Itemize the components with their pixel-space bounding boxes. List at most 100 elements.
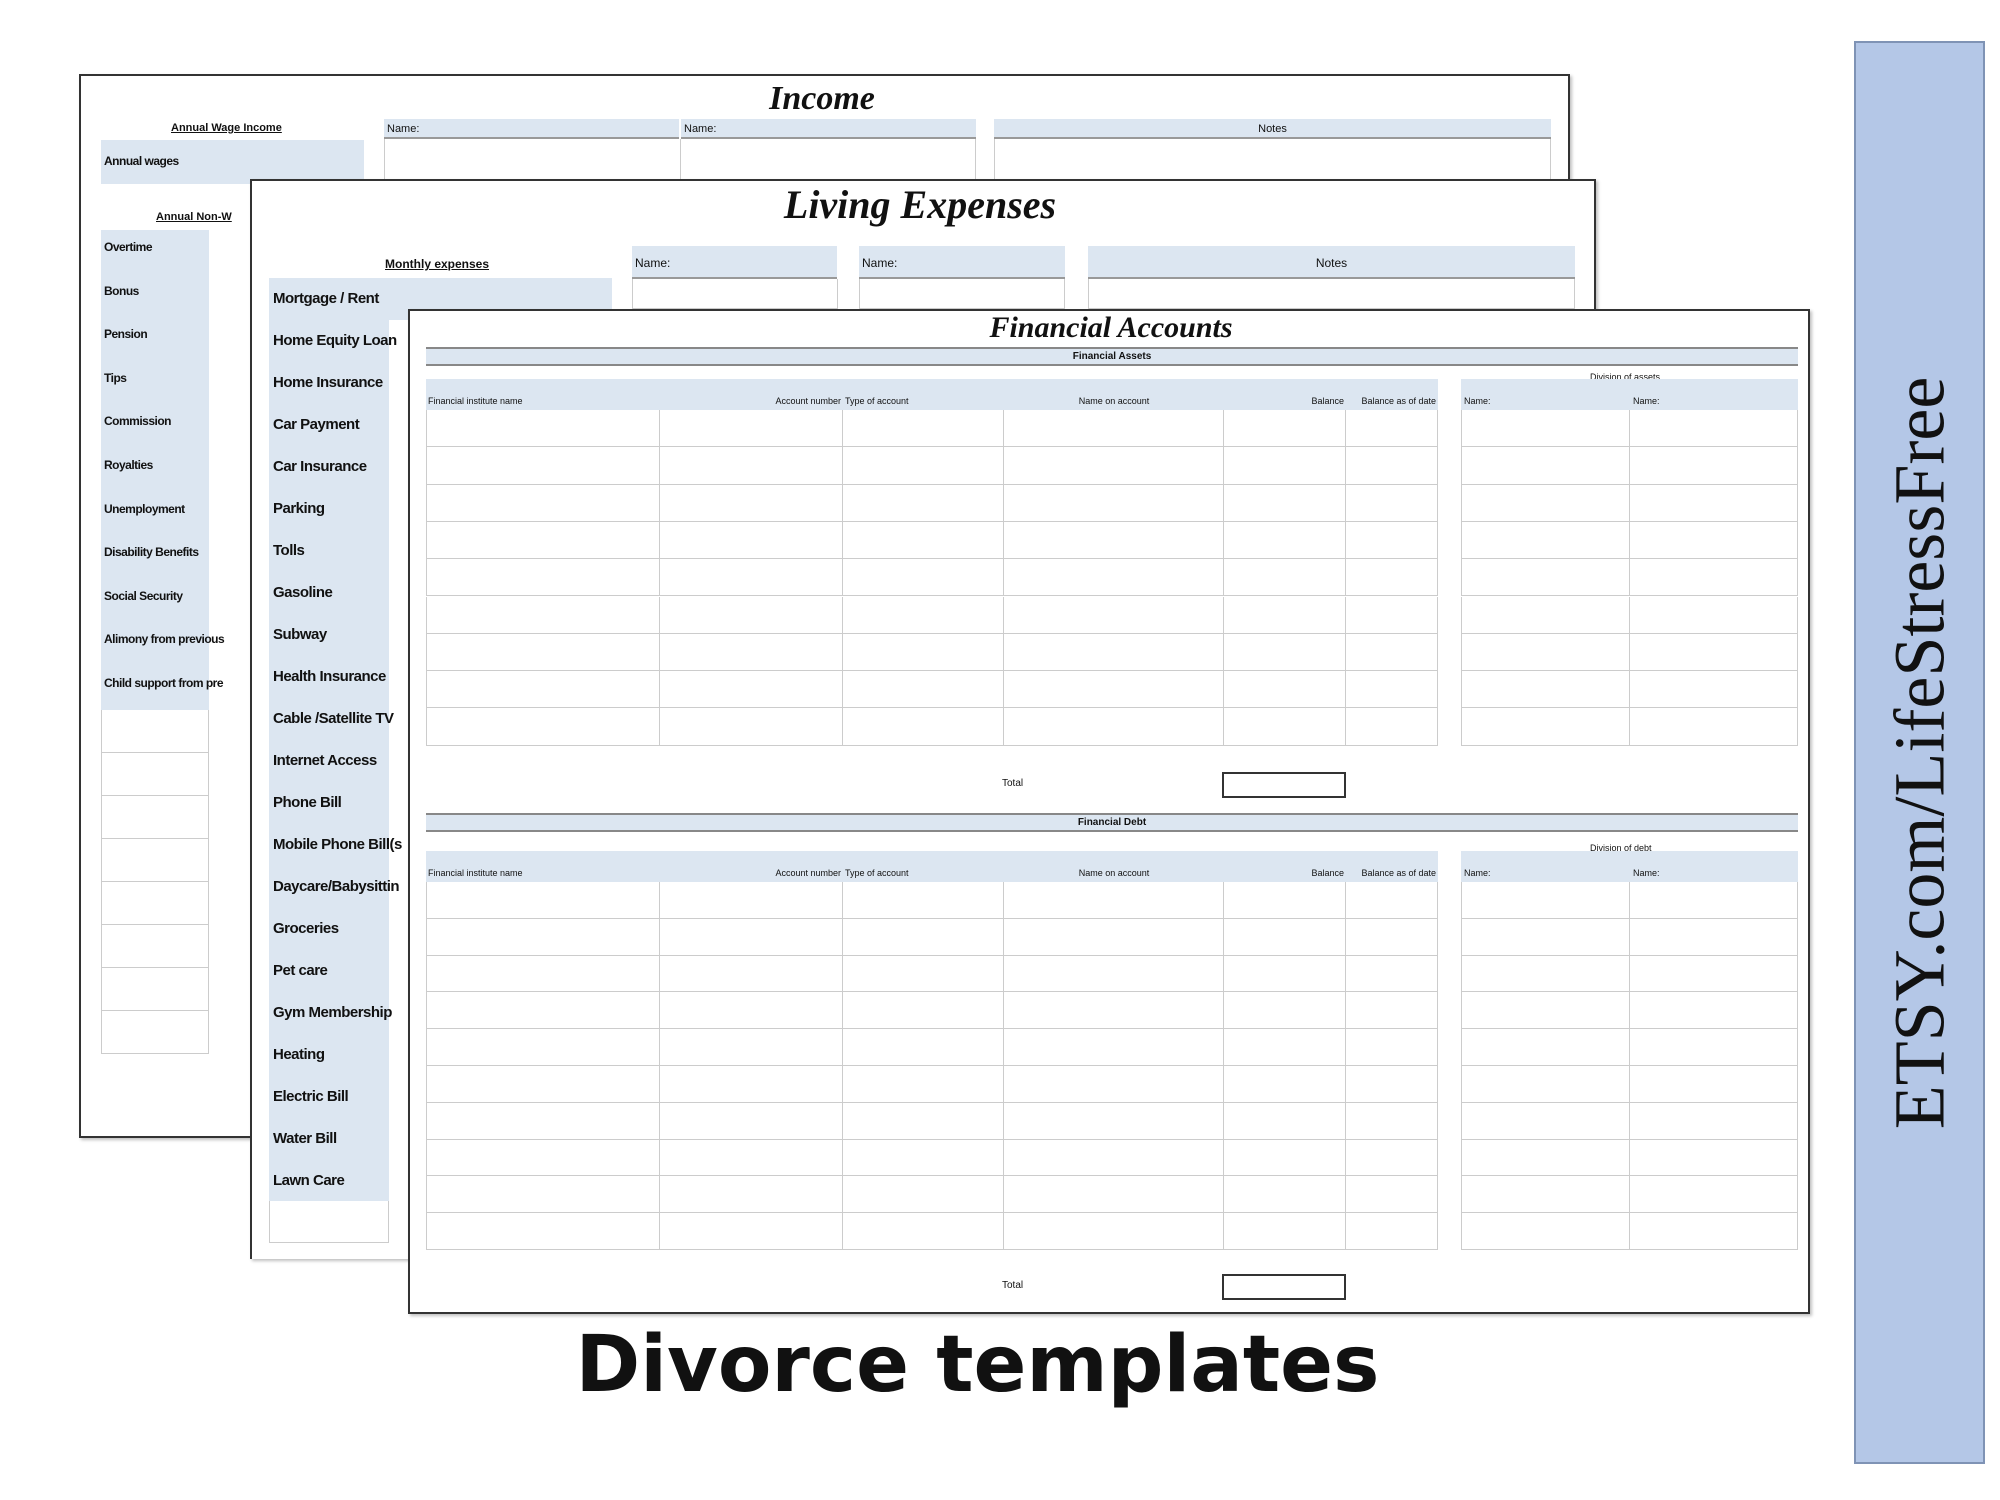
debt-cell[interactable] — [1004, 1102, 1224, 1140]
debt-cell[interactable] — [1346, 1029, 1438, 1066]
assets-division-cell[interactable] — [1630, 484, 1798, 522]
debt-cell[interactable] — [843, 918, 1004, 956]
assets-cell[interactable] — [1224, 596, 1346, 634]
assets-cell[interactable] — [660, 521, 843, 560]
assets-division-cell[interactable] — [1461, 521, 1630, 560]
debt-cell[interactable] — [1346, 918, 1438, 956]
debt-cell[interactable] — [1004, 955, 1224, 993]
assets-cell[interactable] — [1224, 708, 1346, 746]
debt-cell[interactable] — [1346, 1213, 1438, 1250]
income-cell[interactable] — [994, 139, 1551, 183]
debt-cell[interactable] — [426, 955, 660, 993]
debt-cell[interactable] — [1346, 1176, 1438, 1214]
debt-cell[interactable] — [1224, 1213, 1346, 1250]
debt-cell[interactable] — [843, 1102, 1004, 1140]
debt-division-cell[interactable] — [1461, 1213, 1630, 1250]
debt-cell[interactable] — [660, 1139, 843, 1177]
assets-division-cell[interactable] — [1630, 447, 1798, 485]
assets-division-cell[interactable] — [1461, 596, 1630, 634]
debt-cell[interactable] — [660, 1176, 843, 1214]
debt-division-cell[interactable] — [1630, 1213, 1798, 1250]
debt-division-cell[interactable] — [1630, 882, 1798, 919]
etsy-link-text[interactable]: ETSY.com/LifeStressFree — [1879, 376, 1959, 1129]
assets-cell[interactable] — [1346, 596, 1438, 634]
assets-division-cell[interactable] — [1630, 596, 1798, 634]
income-empty-row[interactable] — [101, 882, 209, 925]
debt-division-cell[interactable] — [1630, 1139, 1798, 1177]
assets-division-cell[interactable] — [1461, 708, 1630, 746]
assets-division-cell[interactable] — [1630, 521, 1798, 560]
debt-division-cell[interactable] — [1461, 992, 1630, 1030]
living-cell[interactable] — [1088, 279, 1575, 309]
debt-cell[interactable] — [843, 1176, 1004, 1214]
debt-cell[interactable] — [1346, 1102, 1438, 1140]
debt-division-cell[interactable] — [1630, 918, 1798, 956]
assets-division-cell[interactable] — [1461, 671, 1630, 709]
assets-cell[interactable] — [843, 521, 1004, 560]
assets-cell[interactable] — [1224, 410, 1346, 448]
assets-cell[interactable] — [843, 484, 1004, 522]
debt-division-cell[interactable] — [1630, 1029, 1798, 1066]
debt-cell[interactable] — [843, 1066, 1004, 1103]
debt-division-cell[interactable] — [1461, 1029, 1630, 1066]
debt-cell[interactable] — [426, 1213, 660, 1250]
income-empty-row[interactable] — [101, 1011, 209, 1054]
debt-cell[interactable] — [426, 992, 660, 1030]
assets-cell[interactable] — [843, 633, 1004, 672]
assets-cell[interactable] — [843, 447, 1004, 485]
assets-cell[interactable] — [426, 410, 660, 448]
income-empty-row[interactable] — [101, 839, 209, 882]
assets-cell[interactable] — [1004, 596, 1224, 634]
assets-cell[interactable] — [660, 447, 843, 485]
debt-cell[interactable] — [426, 918, 660, 956]
debt-cell[interactable] — [426, 1029, 660, 1066]
assets-cell[interactable] — [1346, 521, 1438, 560]
assets-cell[interactable] — [1346, 484, 1438, 522]
assets-cell[interactable] — [1224, 559, 1346, 597]
debt-cell[interactable] — [660, 918, 843, 956]
debt-cell[interactable] — [1004, 1176, 1224, 1214]
assets-cell[interactable] — [426, 596, 660, 634]
debt-cell[interactable] — [843, 992, 1004, 1030]
debt-cell[interactable] — [1346, 992, 1438, 1030]
assets-cell[interactable] — [426, 633, 660, 672]
debt-division-cell[interactable] — [1630, 1066, 1798, 1103]
debt-cell[interactable] — [843, 882, 1004, 919]
income-empty-row[interactable] — [101, 710, 209, 753]
debt-cell[interactable] — [1224, 955, 1346, 993]
income-cell[interactable] — [681, 139, 976, 183]
income-cell[interactable] — [384, 139, 681, 183]
debt-division-cell[interactable] — [1461, 1066, 1630, 1103]
assets-cell[interactable] — [660, 708, 843, 746]
debt-cell[interactable] — [843, 1213, 1004, 1250]
debt-cell[interactable] — [1004, 1029, 1224, 1066]
assets-division-cell[interactable] — [1630, 708, 1798, 746]
debt-cell[interactable] — [660, 882, 843, 919]
assets-cell[interactable] — [1346, 633, 1438, 672]
debt-cell[interactable] — [1224, 882, 1346, 919]
debt-division-cell[interactable] — [1630, 992, 1798, 1030]
debt-cell[interactable] — [1224, 1139, 1346, 1177]
assets-division-cell[interactable] — [1461, 633, 1630, 672]
assets-division-cell[interactable] — [1630, 559, 1798, 597]
income-empty-row[interactable] — [101, 968, 209, 1011]
debt-cell[interactable] — [1004, 1213, 1224, 1250]
assets-cell[interactable] — [1224, 633, 1346, 672]
debt-cell[interactable] — [1346, 882, 1438, 919]
assets-cell[interactable] — [843, 559, 1004, 597]
debt-division-cell[interactable] — [1630, 1176, 1798, 1214]
debt-cell[interactable] — [1224, 918, 1346, 956]
living-cell[interactable] — [859, 279, 1065, 309]
assets-cell[interactable] — [1004, 708, 1224, 746]
assets-cell[interactable] — [1004, 447, 1224, 485]
debt-cell[interactable] — [843, 1029, 1004, 1066]
assets-cell[interactable] — [426, 521, 660, 560]
assets-cell[interactable] — [843, 708, 1004, 746]
assets-cell[interactable] — [1004, 559, 1224, 597]
debt-cell[interactable] — [843, 955, 1004, 993]
debt-cell[interactable] — [660, 955, 843, 993]
debt-cell[interactable] — [426, 1102, 660, 1140]
assets-division-cell[interactable] — [1630, 410, 1798, 448]
assets-cell[interactable] — [1004, 671, 1224, 709]
debt-cell[interactable] — [426, 882, 660, 919]
